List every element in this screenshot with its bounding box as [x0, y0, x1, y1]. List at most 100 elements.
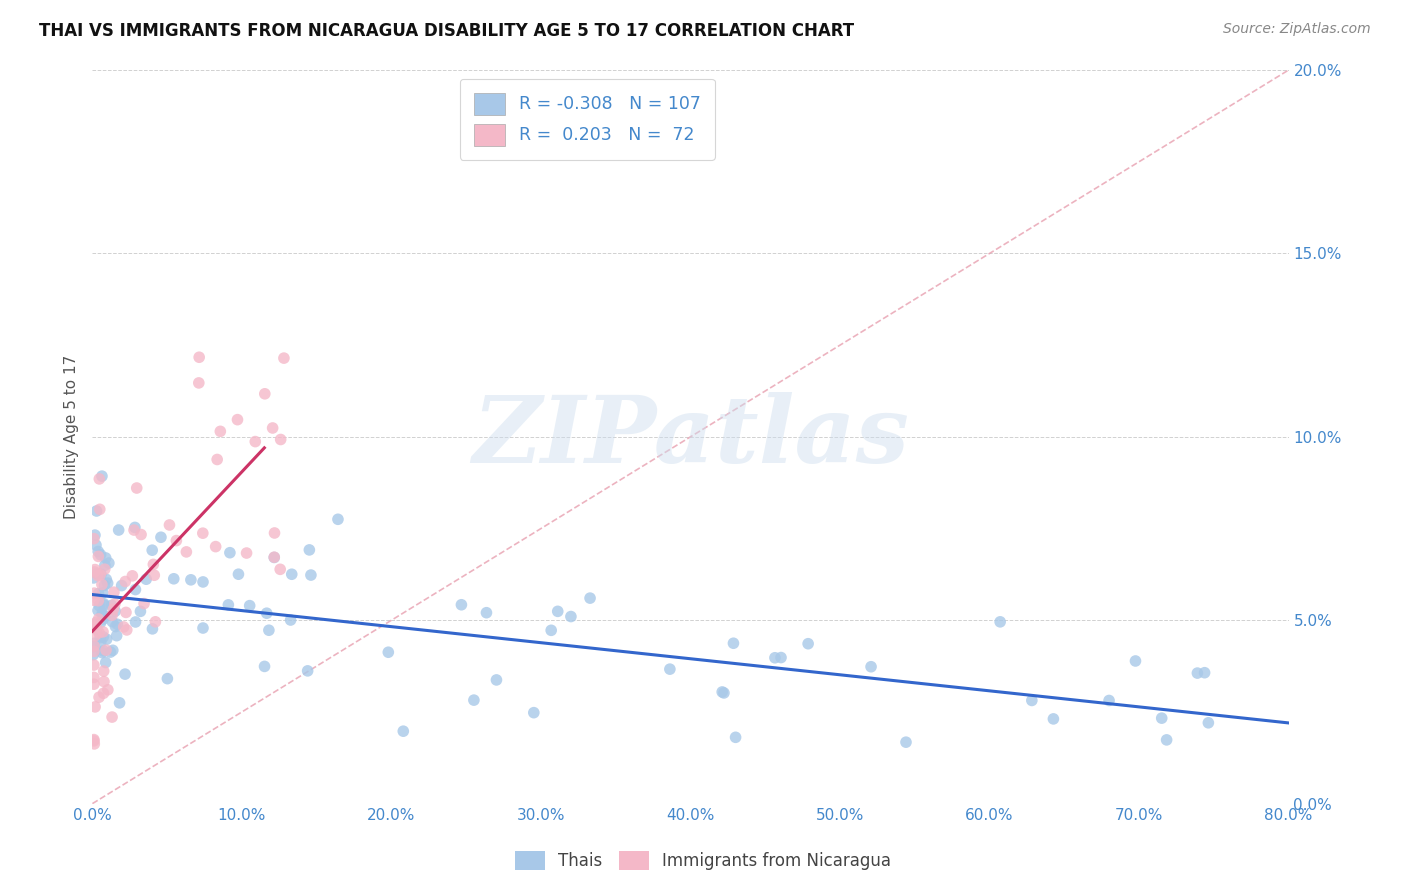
Point: [263, 526, 285, 541]
Point: [83, 734, 105, 748]
Point: [90, 548, 112, 562]
Point: [94, 558, 117, 573]
Point: [97, 556, 120, 570]
Point: [187, 376, 209, 390]
Point: [180, 573, 202, 587]
Point: [87, 586, 110, 600]
Point: [100, 645, 122, 659]
Point: [450, 598, 472, 612]
Point: [93, 562, 115, 576]
Point: [1125, 654, 1147, 668]
Point: [239, 599, 262, 613]
Point: [82, 648, 104, 662]
Point: [101, 710, 124, 724]
Point: [84, 629, 107, 643]
Point: [149, 530, 172, 544]
Point: [217, 598, 239, 612]
Point: [392, 724, 415, 739]
Point: [91, 646, 114, 660]
Point: [87, 549, 110, 564]
Point: [94, 643, 117, 657]
Point: [97, 682, 120, 697]
Point: [89, 599, 111, 613]
Point: [1098, 693, 1121, 707]
Point: [86, 566, 108, 581]
Point: [226, 412, 249, 426]
Point: [93, 578, 115, 592]
Point: [87, 612, 110, 626]
Point: [84, 528, 107, 542]
Point: [94, 609, 117, 624]
Point: [228, 567, 250, 582]
Point: [89, 502, 111, 516]
Text: THAI VS IMMIGRANTS FROM NICARAGUA DISABILITY AGE 5 TO 17 CORRELATION CHART: THAI VS IMMIGRANTS FROM NICARAGUA DISABI…: [39, 22, 855, 40]
Point: [326, 512, 349, 526]
Point: [93, 644, 115, 658]
Point: [115, 623, 138, 637]
Point: [191, 621, 214, 635]
Point: [107, 523, 129, 537]
Point: [485, 673, 508, 687]
Point: [93, 674, 115, 689]
Point: [176, 545, 198, 559]
Point: [93, 597, 115, 611]
Point: [104, 604, 127, 618]
Point: [87, 593, 110, 607]
Point: [108, 696, 131, 710]
Point: [122, 523, 145, 537]
Point: [1021, 693, 1043, 707]
Point: [121, 569, 143, 583]
Point: [103, 585, 125, 599]
Point: [89, 568, 111, 582]
Point: [83, 565, 105, 579]
Point: [91, 607, 114, 622]
Point: [105, 617, 128, 632]
Point: [724, 731, 747, 745]
Y-axis label: Disability Age 5 to 17: Disability Age 5 to 17: [65, 355, 79, 519]
Point: [219, 546, 242, 560]
Point: [298, 542, 321, 557]
Point: [86, 504, 108, 518]
Point: [1197, 715, 1219, 730]
Point: [163, 572, 186, 586]
Point: [124, 582, 146, 597]
Point: [1150, 711, 1173, 725]
Point: [132, 597, 155, 611]
Point: [114, 574, 136, 589]
Point: [540, 624, 562, 638]
Point: [263, 550, 285, 565]
Point: [658, 662, 681, 676]
Point: [94, 550, 117, 565]
Point: [101, 643, 124, 657]
Point: [91, 630, 114, 644]
Point: [90, 615, 112, 630]
Point: [299, 568, 322, 582]
Point: [91, 612, 114, 626]
Point: [83, 593, 105, 607]
Point: [269, 562, 291, 576]
Point: [523, 706, 546, 720]
Point: [89, 631, 111, 645]
Point: [90, 635, 112, 649]
Point: [83, 618, 105, 632]
Point: [763, 650, 786, 665]
Point: [93, 686, 115, 700]
Point: [797, 637, 820, 651]
Point: [112, 620, 135, 634]
Point: [547, 604, 569, 618]
Legend: Thais, Immigrants from Nicaragua: Thais, Immigrants from Nicaragua: [508, 844, 898, 877]
Point: [159, 518, 181, 533]
Point: [463, 693, 485, 707]
Point: [145, 615, 167, 629]
Point: [103, 602, 125, 616]
Point: [245, 434, 267, 449]
Point: [83, 586, 105, 600]
Point: [253, 386, 276, 401]
Point: [83, 670, 105, 684]
Point: [86, 622, 108, 636]
Point: [235, 546, 257, 560]
Point: [125, 481, 148, 495]
Point: [281, 567, 304, 582]
Point: [191, 526, 214, 541]
Point: [93, 598, 115, 612]
